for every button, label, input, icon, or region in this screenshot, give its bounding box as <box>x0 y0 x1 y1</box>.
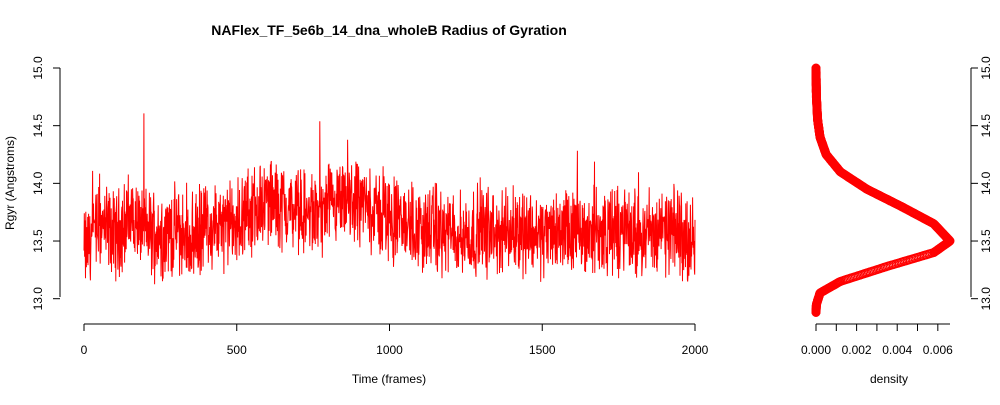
x-tick-label: 2000 <box>682 343 709 357</box>
time-series-y-axis: 13.0 13.5 14.0 14.5 15.0 <box>31 56 61 311</box>
density-y-tick-label: 14.0 <box>979 171 993 195</box>
y-tick-label: 13.0 <box>31 287 45 311</box>
density-y-axis: 13.0 13.5 14.0 14.5 15.0 <box>970 56 993 311</box>
time-series-x-axis: 0 500 1000 1500 2000 <box>81 323 709 357</box>
x-tick-label: 1500 <box>529 343 556 357</box>
density-x-tick-label: 0.006 <box>923 343 953 357</box>
density-y-tick-label: 13.0 <box>979 287 993 311</box>
density-point <box>811 63 821 73</box>
density-x-axis: 0.000 0.002 0.004 0.006 <box>801 323 953 357</box>
density-x-tick-label: 0.002 <box>842 343 872 357</box>
x-axis-label: Time (frames) <box>352 372 426 386</box>
y-tick-label: 15.0 <box>31 56 45 80</box>
chart-title: NAFlex_TF_5e6b_14_dna_wholeB Radius of G… <box>211 22 567 38</box>
rgyr-series <box>83 113 696 285</box>
density-x-axis-label: density <box>870 372 908 386</box>
x-tick-label: 1000 <box>376 343 403 357</box>
density-x-tick-label: 0.000 <box>801 343 831 357</box>
y-axis-label: Rgyr (Angstroms) <box>3 136 17 230</box>
density-x-tick-label: 0.004 <box>882 343 912 357</box>
rgyr-line <box>83 113 696 285</box>
density-y-tick-label: 13.5 <box>979 229 993 253</box>
density-y-tick-label: 14.5 <box>979 114 993 138</box>
y-tick-label: 14.0 <box>31 171 45 195</box>
density-series <box>811 63 955 317</box>
y-tick-label: 13.5 <box>31 229 45 253</box>
x-tick-label: 0 <box>81 343 88 357</box>
y-tick-label: 14.5 <box>31 114 45 138</box>
density-y-tick-label: 15.0 <box>979 56 993 80</box>
x-tick-label: 500 <box>227 343 247 357</box>
